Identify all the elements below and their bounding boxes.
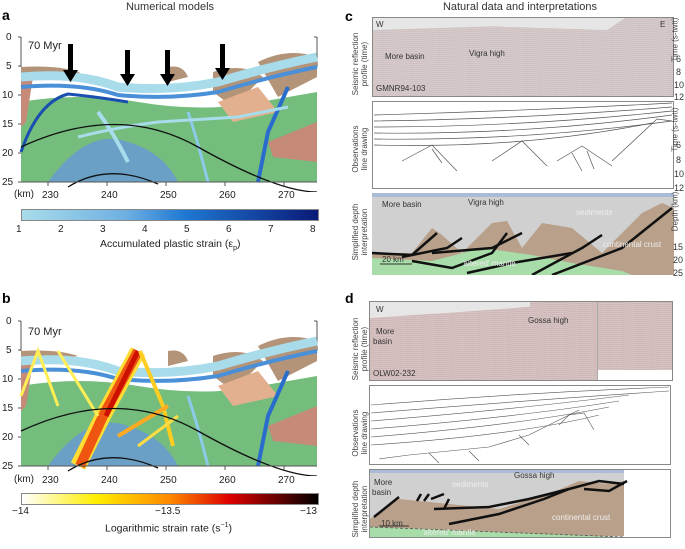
line-drawing-d (369, 385, 671, 465)
time-label: 70 Myr (28, 326, 62, 338)
left-column-title: Numerical models (125, 1, 215, 13)
x-tick: 240 (101, 475, 118, 486)
x-tick: 270 (278, 475, 295, 486)
panel-a: 0 5 10 15 20 25 (0, 32, 340, 272)
panel-c-letter: c (345, 8, 353, 24)
y-tick: 0 (6, 316, 12, 327)
panel-a-letter: a (2, 7, 10, 23)
y-tick: 25 (2, 461, 14, 472)
y-tick: 5 (6, 345, 12, 356)
plastic-strain-colorbar (21, 209, 319, 221)
y-tick: 15 (2, 403, 14, 414)
y-tick: 0 (6, 32, 12, 43)
strain-rate-label: Logarithmic strain rate (s−1) (105, 522, 233, 535)
scale-bar-c: 20 km (382, 255, 404, 264)
x-tick: 250 (160, 190, 177, 201)
model-a-plot (18, 36, 318, 192)
seismic-profile-d: W More basin Gossa high OLW02-232 (369, 301, 673, 381)
row-label-interpretation: Simplified depth interpretation (351, 480, 369, 538)
colorbar-ticks: 1 2 3 4 5 6 7 8 (16, 224, 316, 235)
panel-b: 0 5 10 15 20 25 (0, 314, 340, 538)
row-label-line-drawing: Observations line drawing (351, 409, 369, 457)
panel-b-letter: b (2, 290, 11, 306)
depth-interpretation-c (372, 193, 674, 275)
y-tick: 25 (2, 177, 14, 188)
model-b-plot (18, 320, 318, 476)
x-unit-label: (km) (14, 474, 34, 485)
time-label: 70 Myr (28, 40, 62, 52)
x-tick: 230 (42, 475, 59, 486)
seismic-profile-c: W E More basin Vigra high GMNR94-103 (372, 17, 674, 97)
row-label-interpretation: Simplified depth interpretation (351, 203, 369, 261)
x-tick: 260 (219, 190, 236, 201)
y-tick: 10 (2, 374, 14, 385)
y-tick: 5 (6, 61, 12, 72)
colorbar-tick: −13 (300, 506, 317, 517)
time-axis-title: Time (s-twtt) (670, 107, 680, 152)
depth-interpretation-d (369, 469, 671, 538)
strain-rate-colorbar (21, 493, 319, 505)
y-tick: 20 (2, 432, 14, 443)
colorbar-tick: −13.5 (155, 506, 181, 517)
y-tick: 10 (2, 90, 14, 101)
row-label-line-drawing: Observations line drawing (351, 125, 369, 173)
depth-axis-title: Depth (km) (670, 191, 680, 232)
x-tick: 240 (101, 190, 118, 201)
panel-d-letter: d (345, 290, 354, 306)
arrow-icons (63, 44, 230, 86)
x-tick: 230 (42, 190, 59, 201)
row-label-seismic: Seismic reflection profile (time) (351, 32, 369, 96)
line-drawing-c (372, 101, 674, 189)
x-tick: 250 (160, 475, 177, 486)
plastic-strain-label: Accumulated plastic strain (εp) (100, 238, 241, 253)
x-tick: 260 (219, 475, 236, 486)
y-tick: 15 (2, 119, 14, 130)
scale-bar-d: 10 km (381, 519, 403, 528)
x-unit-label: (km) (14, 189, 34, 200)
colorbar-tick: −14 (12, 506, 29, 517)
right-column-title: Natural data and interpretations (442, 1, 598, 13)
row-label-seismic: Seismic reflection profile (time) (351, 317, 369, 381)
x-tick: 270 (278, 190, 295, 201)
y-tick: 20 (2, 148, 14, 159)
